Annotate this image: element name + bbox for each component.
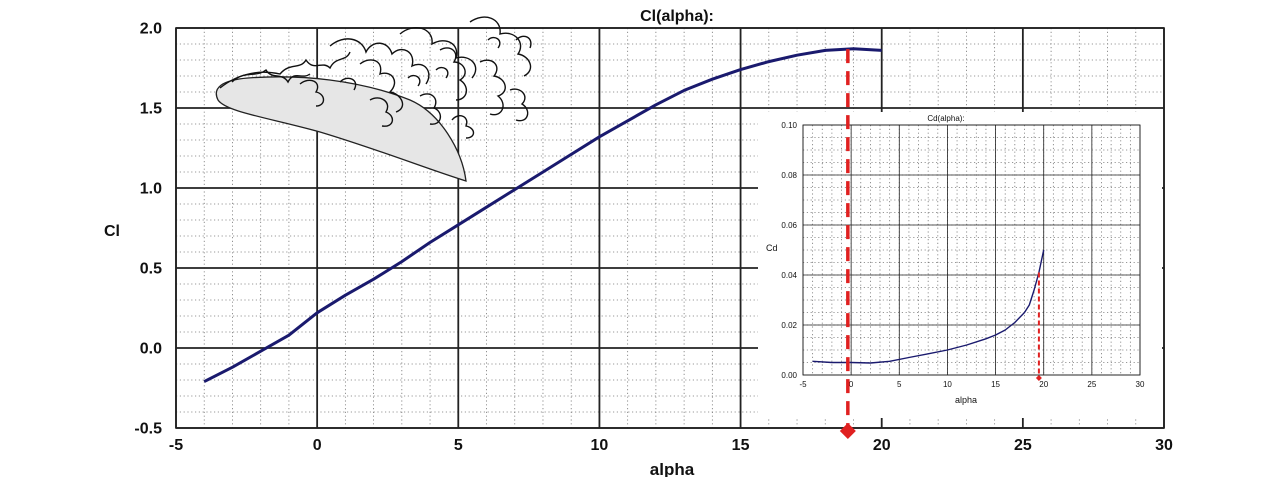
inset-y-axis-label: Cd (766, 243, 778, 253)
y-tick-label: 2.0 (140, 21, 162, 38)
y-tick-label: 0.00 (781, 371, 797, 380)
inset-x-axis-label: alpha (955, 395, 977, 405)
y-tick-label: 0.5 (140, 261, 162, 278)
y-tick-label: 0.10 (781, 121, 797, 130)
x-tick-label: -5 (169, 437, 183, 454)
x-tick-label: 10 (943, 380, 952, 389)
x-tick-label: 15 (732, 437, 750, 454)
y-tick-label: -0.5 (134, 421, 162, 438)
airfoil-illustration (215, 16, 532, 182)
x-tick-label: -5 (799, 380, 807, 389)
y-tick-label: 0.02 (781, 321, 797, 330)
main-x-axis-label: alpha (650, 460, 695, 477)
x-tick-label: 25 (1014, 437, 1032, 454)
x-tick-label: 20 (873, 437, 891, 454)
inset-plot-frame (802, 124, 1141, 376)
inset-x-tick-labels: -5 0 5 10 15 20 25 30 (799, 380, 1145, 389)
y-tick-label: 1.5 (140, 101, 162, 118)
x-tick-label: 20 (1039, 380, 1048, 389)
inset-chart: -5 0 5 10 15 20 25 30 0.000.020.040.060.080.10 … (758, 112, 1162, 418)
main-y-tick-labels: -0.5 0.0 0.5 1.0 1.5 2.0 (134, 21, 162, 438)
x-tick-label: 0 (849, 380, 854, 389)
marker-diamond (839, 423, 856, 439)
inset-background (758, 112, 1162, 418)
turbulent-wake (219, 16, 532, 139)
main-x-tick-labels: -5 0 5 10 15 20 25 30 (169, 437, 1173, 454)
main-y-axis-label: Cl (104, 223, 120, 240)
x-tick-label: 5 (454, 437, 463, 454)
airfoil-shape (215, 76, 467, 182)
main-series-group (203, 47, 882, 383)
main-dashed-marker (839, 49, 856, 439)
series-line-0 (812, 249, 1045, 364)
main-plot-frame (175, 27, 1165, 429)
inset-y-tick-labels: 0.00 0.02 0.04 0.06 0.08 0.10 (781, 121, 797, 380)
y-tick-label: 0.06 (781, 221, 797, 230)
y-tick-label: 1.0 (140, 181, 162, 198)
x-tick-label: 15 (991, 380, 1000, 389)
x-tick-label: 30 (1155, 437, 1173, 454)
y-tick-label: 0.0 (140, 341, 162, 358)
main-chart-title: Cl(alpha): (640, 8, 714, 25)
series-line-0 (203, 47, 882, 383)
inset-series-group (812, 249, 1045, 364)
x-tick-label: 5 (897, 380, 902, 389)
inset-chart-title: Cd(alpha): (927, 114, 964, 123)
marker-diamond (1035, 375, 1042, 381)
x-tick-label: 10 (591, 437, 609, 454)
y-tick-label: 0.04 (781, 271, 797, 280)
y-tick-label: 0.08 (781, 171, 797, 180)
inset-dashed-marker (1035, 272, 1042, 381)
x-tick-label: 30 (1136, 380, 1145, 389)
x-tick-label: 25 (1087, 380, 1096, 389)
x-tick-label: 0 (313, 437, 322, 454)
